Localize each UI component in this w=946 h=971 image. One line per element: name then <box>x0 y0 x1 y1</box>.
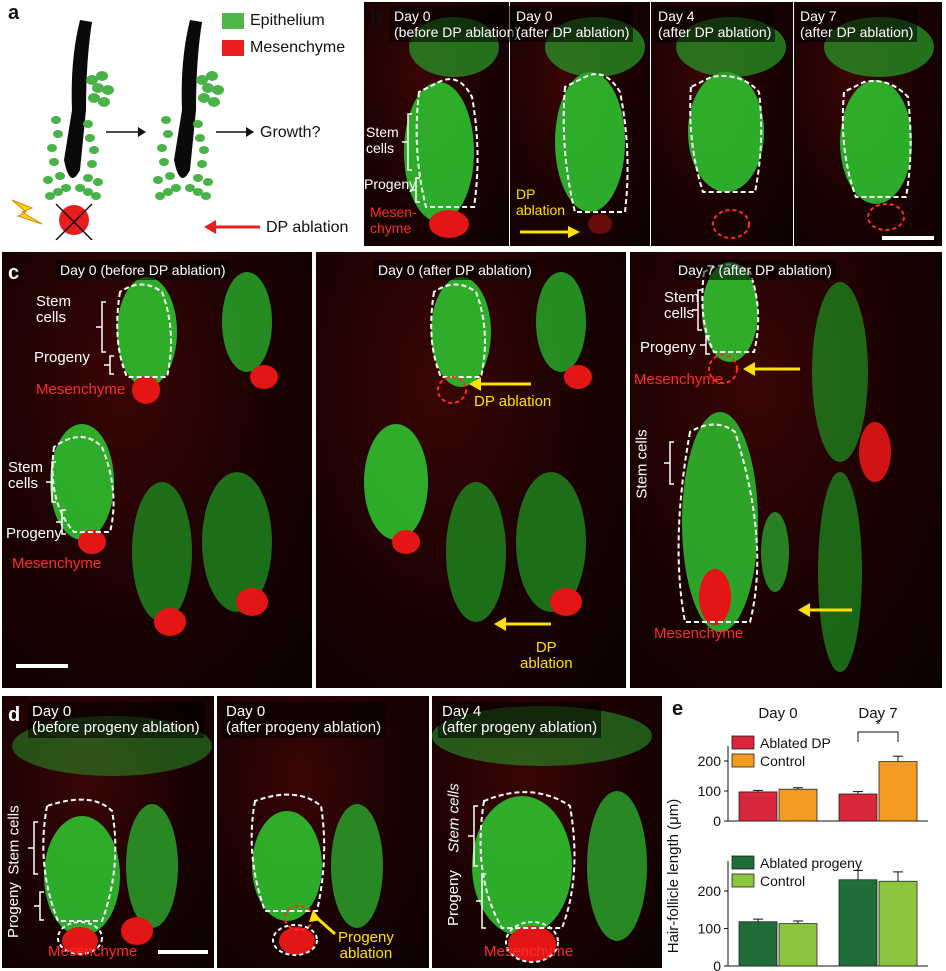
chart0-bar-s0-c1 <box>838 793 878 822</box>
panel-c-mesenchyme-label-4: Mesenchyme <box>654 625 744 642</box>
panel-c-caption-1: Day 0 (before DP ablation) <box>56 260 230 280</box>
panel-b-scalebar <box>882 236 934 240</box>
panel-b-image-2 <box>510 2 650 246</box>
legend-epithelium-label: Epithelium <box>250 12 325 29</box>
panel-e-letter: e <box>672 698 684 720</box>
panel-c-scalebar <box>16 664 68 668</box>
panel-c-image-1 <box>2 252 312 688</box>
panel-d-image-2 <box>217 696 429 968</box>
panel-b-caption-1: Day 0 (before DP ablation) <box>390 6 524 42</box>
panel-a-letter: a <box>8 2 20 24</box>
panel-c-ablation-label-1: DP ablation <box>474 393 552 410</box>
panel-c-progeny-label-3: Progeny <box>640 339 696 356</box>
chart0-ytick-label-1: 100 <box>698 783 722 799</box>
chart1-ytick-label-2: 200 <box>698 883 722 899</box>
panel-b-image-4 <box>794 2 942 246</box>
panel-d-progeny-label-3: Progeny <box>444 870 462 926</box>
panel-c-image-3 <box>630 252 942 688</box>
panel-c-stem-label-rotated: Stem cells <box>633 429 651 499</box>
panel-c-ablation-label-2: DP ablation <box>520 639 573 672</box>
panel-d-scalebar <box>158 950 208 954</box>
category-label-1: Day 7 <box>858 705 897 722</box>
panel-d-progeny-label-1: Progeny <box>4 882 22 938</box>
panel-b-caption-4: Day 7 (after DP ablation) <box>796 6 918 42</box>
legend-epithelium-swatch <box>222 13 244 29</box>
chart1-bar-s1-c0 <box>778 923 818 967</box>
legend-mesenchyme-label: Mesenchyme <box>250 39 346 56</box>
legend-mesenchyme-swatch <box>222 40 244 56</box>
growth-label: Growth? <box>260 124 321 141</box>
panel-b-image-3 <box>651 2 793 246</box>
chart1-legend-label-0: Ablated progeny <box>760 855 862 871</box>
panel-a-schematic <box>11 20 260 240</box>
chart0-bar-s1-c0 <box>778 788 818 822</box>
chart0-legend-label-1: Control <box>760 753 805 769</box>
panel-c-caption-2: Day 0 (after DP ablation) <box>374 260 536 280</box>
panel-c-image-2 <box>316 252 626 688</box>
chart1-legend-swatch-0 <box>731 855 755 870</box>
panel-d-mesenchyme-label-1: Mesenchyme <box>48 943 138 960</box>
panel-b-letter: b <box>370 6 383 28</box>
follicle-2-diagram <box>153 20 224 200</box>
chart1-bar-s0-c0 <box>738 921 778 967</box>
dp-ablation-label: DP ablation <box>266 219 349 236</box>
panel-b-stem-label: Stem cells <box>366 124 399 156</box>
chart0-ytick-label-2: 200 <box>698 753 722 769</box>
panel-d-letter: d <box>8 704 21 726</box>
panel-c-progeny-label-2: Progeny <box>6 525 62 542</box>
panel-b-caption-2: Day 0 (after DP ablation) <box>512 6 634 42</box>
panel-c-mesenchyme-label-2: Mesenchyme <box>12 555 102 572</box>
panel-b-mesenchyme-label: Mesen- chyme <box>370 204 417 236</box>
chart0-legend-swatch-1 <box>731 753 755 768</box>
chart0-bar-s1-c1 <box>878 761 918 822</box>
y-axis-label: Hair-follicle length (μm) <box>665 799 682 954</box>
panel-d-caption-3: Day 4 (after progeny ablation) <box>438 702 602 738</box>
panel-c-mesenchyme-label-3: Mesenchyme <box>634 371 724 388</box>
significance-marker: * <box>875 716 881 732</box>
category-label-0: Day 0 <box>758 705 797 722</box>
chart1-legend-label-1: Control <box>760 873 805 889</box>
chart0-legend-swatch-0 <box>731 735 755 750</box>
panel-c-letter: c <box>8 262 20 284</box>
chart1-bar-s0-c1 <box>838 879 878 967</box>
panel-d-caption-2: Day 0 (after progeny ablation) <box>222 702 386 738</box>
chart1-ytick-label-1: 100 <box>698 921 722 937</box>
follicle-1-diagram <box>11 20 114 240</box>
panel-b-ablation-label: DP ablation <box>516 186 566 218</box>
chart0-legend-label-0: Ablated DP <box>760 735 831 751</box>
panel-c-progeny-label-1: Progeny <box>34 349 90 366</box>
chart1-bar-s1-c1 <box>878 880 918 967</box>
panel-c-stem-label-1: Stem cells <box>36 293 72 326</box>
panel-d-mesenchyme-label-3: Mesenchyme <box>484 943 574 960</box>
panel-e-charts: Day 0 Day 7 Hair-follicle length (μm) 0 100 2… <box>665 705 928 971</box>
panel-c-mesenchyme-label-1: Mesenchyme <box>36 381 126 398</box>
panel-d-caption-1: Day 0 (before progeny ablation) <box>28 702 204 738</box>
panel-c-caption-3: Day 7 (after DP ablation) <box>674 260 836 280</box>
panel-d-stem-label-1: Stem cells <box>5 805 23 875</box>
panel-c-stem-label-2: Stem cells <box>8 459 44 492</box>
chart0-bar-s0-c0 <box>738 791 778 822</box>
significance-bracket <box>857 731 899 742</box>
panel-d-stem-label-3: Stem cells <box>445 783 463 853</box>
panel-d-ablation-label: Progeny ablation <box>338 929 394 962</box>
chart0-ytick-label-0: 0 <box>713 813 721 829</box>
chart1-ytick-label-0: 0 <box>713 958 721 971</box>
panel-c-stem-label-3: Stem cells <box>664 289 700 322</box>
chart1-legend-swatch-1 <box>731 873 755 888</box>
panel-b-progeny-label: Progeny <box>364 176 417 192</box>
panel-b-caption-3: Day 4 (after DP ablation) <box>654 6 776 42</box>
